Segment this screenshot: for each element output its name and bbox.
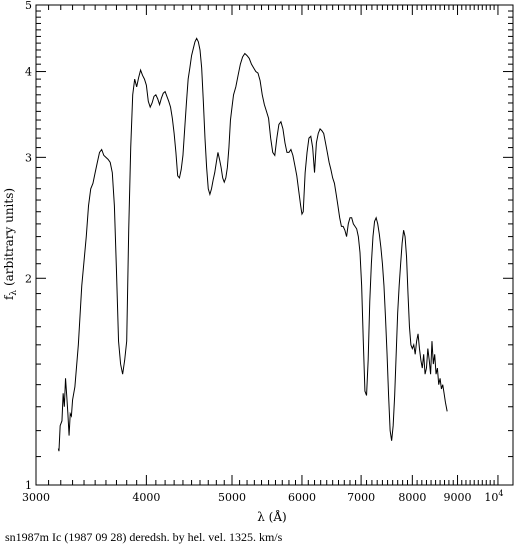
x-tick-label: 4000 xyxy=(132,491,160,504)
y-axis-label: fλ (arbitrary units) xyxy=(2,188,19,300)
y-tick-label: 5 xyxy=(25,0,32,12)
plot-frame xyxy=(35,4,514,486)
y-axis-label-main: f xyxy=(2,294,16,300)
x-tick-label: 9000 xyxy=(444,491,472,504)
chart-caption: sn1987m Ic (1987 09 28) deredsh. by hel.… xyxy=(5,530,283,544)
axis-ticks xyxy=(35,4,513,486)
y-tick-label: 2 xyxy=(25,272,32,285)
y-axis-label-subscript: λ xyxy=(9,290,19,296)
y-tick-label: 4 xyxy=(25,66,32,79)
x-tick-label: 8000 xyxy=(398,491,426,504)
x-tick-label: 6000 xyxy=(288,491,316,504)
x-tick-label: 7000 xyxy=(347,491,375,504)
y-tick-label: 3 xyxy=(25,151,32,164)
spectrum-series-line xyxy=(57,37,448,452)
x-tick-label: 5000 xyxy=(218,491,246,504)
y-axis-label-rest: (arbitrary units) xyxy=(2,188,16,290)
x-tick-label-base: 10 xyxy=(484,491,498,504)
x-tick-label-exponent: 4 xyxy=(498,489,503,498)
y-tick-label: 1 xyxy=(25,479,32,492)
x-tick-label-power: 104 xyxy=(484,489,503,504)
x-axis-label: λ (Å) xyxy=(257,509,286,524)
x-tick-label: 3000 xyxy=(22,491,50,504)
